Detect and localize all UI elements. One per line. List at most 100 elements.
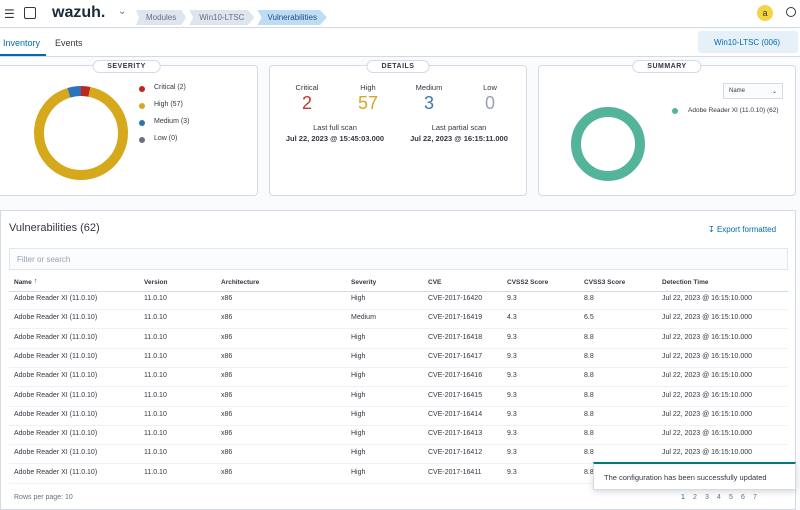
- table-cell: CVE-2017-16417: [428, 352, 483, 360]
- page-link[interactable]: 7: [753, 494, 757, 501]
- sort-icon: ↑: [34, 278, 38, 285]
- tab[interactable]: Inventory: [3, 38, 41, 48]
- table-cell: Jul 22, 2023 @ 16:15:10.000: [662, 295, 753, 302]
- row-line: [9, 482, 788, 484]
- dropdown-icon[interactable]: ⌄: [118, 6, 127, 17]
- select[interactable]: Name ⌄: [723, 83, 783, 99]
- page-link[interactable]: 3: [705, 494, 709, 501]
- table-cell: Adobe Reader XI (11.0.10): [14, 333, 98, 341]
- table-cell: High: [351, 391, 366, 399]
- table-cell: CVE-2017-16419: [428, 314, 483, 322]
- table-cell: Jul 22, 2023 @ 16:15:10.000: [662, 352, 753, 360]
- table-cell: x86: [221, 352, 233, 360]
- home-icon[interactable]: [24, 7, 36, 19]
- search-placeholder: Filter or search: [17, 255, 71, 264]
- breadcrumb[interactable]: Vulnerabilities: [257, 10, 327, 25]
- table-cell: x86: [221, 468, 233, 476]
- table-cell: 9.3: [507, 449, 517, 457]
- legend-dot: [672, 108, 678, 114]
- table-cell: 11.0.10: [144, 468, 167, 476]
- table-cell: x86: [221, 410, 233, 418]
- table-cell: 8.8: [584, 352, 594, 360]
- table-cell: 11.0.10: [144, 352, 167, 360]
- table-cell: Adobe Reader XI (11.0.10): [14, 410, 98, 418]
- table-cell: Adobe Reader XI (11.0.10): [14, 295, 98, 302]
- count-label: Medium: [415, 83, 443, 92]
- table-cell: 9.3: [507, 410, 517, 418]
- table-cell: Jul 22, 2023 @ 16:15:10.000: [662, 372, 753, 380]
- page-link[interactable]: 1: [681, 494, 685, 501]
- table-cell: x86: [221, 449, 233, 457]
- search-input[interactable]: Filter or search: [9, 248, 788, 270]
- scan-label: Last full scan: [313, 123, 357, 132]
- row-line: [9, 347, 788, 349]
- table-cell: Jul 22, 2023 @ 16:15:10.000: [662, 410, 753, 418]
- table-cell: CVE-2017-16411: [428, 468, 482, 476]
- table-cell: 8.8: [584, 468, 594, 476]
- row-line: [9, 444, 788, 446]
- scan-value: Jul 22, 2023 @ 15:45:03.000: [285, 134, 385, 143]
- table-cell: Medium: [351, 314, 376, 322]
- table-cell: Adobe Reader XI (11.0.10): [14, 352, 98, 360]
- row-line: [9, 309, 788, 310]
- table-cell: High: [351, 430, 366, 438]
- column-header[interactable]: Architecture: [221, 279, 260, 286]
- severity-card: SEVERITY Critical (2) High (57) Medium (3)…: [0, 60, 258, 196]
- table-cell: 11.0.10: [144, 410, 167, 418]
- table-cell: Adobe Reader XI (11.0.10): [14, 449, 98, 457]
- count-value: 0: [484, 93, 495, 113]
- table-cell: High: [351, 352, 366, 360]
- rows-per-page[interactable]: Rows per page: 10: [14, 494, 73, 501]
- agent-button[interactable]: Win10-LTSC (006): [698, 31, 798, 53]
- globe-icon[interactable]: [786, 7, 796, 17]
- legend-dot: [139, 120, 145, 126]
- table-cell: Jul 22, 2023 @ 16:15:10.000: [662, 333, 753, 341]
- page-link[interactable]: 6: [741, 494, 745, 501]
- column-header[interactable]: Version: [144, 279, 168, 286]
- column-header[interactable]: CVSS2 Score: [507, 279, 549, 286]
- table-cell: Adobe Reader XI (11.0.10): [14, 430, 98, 438]
- table-cell: CVE-2017-16412: [428, 449, 483, 457]
- table-cell: 9.3: [507, 295, 517, 302]
- breadcrumb[interactable]: Win10-LTSC: [189, 10, 255, 25]
- export-button[interactable]: ↧ Export formatted: [708, 225, 777, 234]
- table-cell: 9.3: [507, 372, 517, 380]
- table-cell: High: [351, 372, 366, 380]
- row-line: [9, 366, 788, 368]
- table-cell: CVE-2017-16415: [428, 391, 483, 399]
- page-link[interactable]: 2: [693, 494, 697, 501]
- summary-card: SUMMARY Name ⌄ Adobe Reader XI (11.0.10) …: [538, 60, 796, 196]
- table-cell: High: [351, 449, 366, 457]
- page-link[interactable]: 4: [717, 494, 721, 501]
- menu-icon[interactable]: ☰: [4, 7, 15, 21]
- top-bar: ☰ wazuh. ⌄ Modules Win10-LTSC Vulnerabilit…: [0, 0, 800, 28]
- tab[interactable]: Events: [55, 38, 83, 48]
- column-header[interactable]: CVSS3 Score: [584, 279, 626, 286]
- column-header[interactable]: Severity: [351, 279, 377, 286]
- table-cell: CVE-2017-16416: [428, 372, 483, 380]
- table-cell: CVE-2017-16414: [428, 410, 483, 418]
- breadcrumbs: Modules Win10-LTSC Vulnerabilities: [136, 7, 330, 25]
- column-header[interactable]: CVE: [428, 279, 442, 286]
- table-cell: 6.5: [584, 314, 594, 322]
- table-cell: CVE-2017-16413: [428, 430, 483, 438]
- column-header[interactable]: Detection Time: [662, 279, 709, 286]
- table-cell: High: [351, 468, 366, 476]
- row-line: [9, 424, 788, 426]
- table-cell: 11.0.10: [144, 314, 167, 322]
- page-link[interactable]: 5: [729, 494, 733, 501]
- breadcrumb[interactable]: Modules: [136, 10, 187, 25]
- table-cell: Jul 22, 2023 @ 16:15:10.000: [662, 430, 753, 438]
- avatar[interactable]: a: [757, 5, 773, 21]
- export-label: Export formatted: [716, 225, 777, 234]
- column-header[interactable]: Name: [14, 279, 32, 286]
- scan-label: Last partial scan: [431, 123, 487, 132]
- count-value: 57: [357, 93, 379, 113]
- card-title: SUMMARY: [632, 60, 702, 73]
- table-cell: 8.8: [584, 410, 594, 418]
- table-cell: Adobe Reader XI (11.0.10): [14, 314, 98, 322]
- table-cell: 9.3: [507, 352, 517, 360]
- table-cell: CVE-2017-16418: [428, 333, 483, 341]
- table-title: Vulnerabilities (62): [9, 222, 100, 234]
